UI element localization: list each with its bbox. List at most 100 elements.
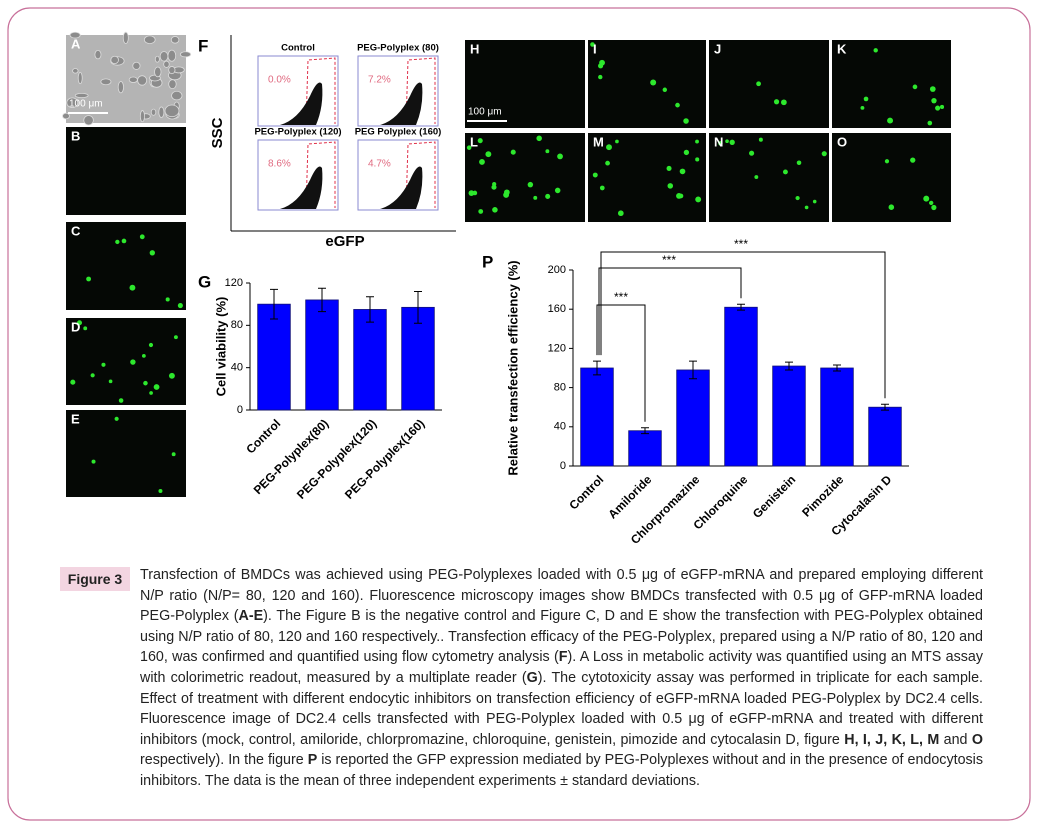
- caption-bold: A-E: [238, 608, 264, 625]
- gate: [305, 141, 336, 209]
- fluorescent-cell: [466, 145, 472, 150]
- cell: [170, 36, 180, 44]
- fluorescent-cell: [121, 238, 127, 244]
- caption-bold: O: [971, 731, 983, 748]
- fluorescent-cell: [90, 373, 95, 378]
- gate-percent: 7.2%: [368, 75, 391, 86]
- significance-bracket: [598, 267, 742, 356]
- bar: [868, 406, 902, 467]
- caption: Transfection of BMDCs was achieved using…: [140, 565, 983, 792]
- cell: [77, 72, 83, 85]
- bar: [628, 430, 662, 467]
- fluorescent-cell: [678, 193, 684, 199]
- panel-label: P: [482, 252, 493, 271]
- fluorescent-cell: [545, 193, 551, 199]
- panel-label: B: [71, 128, 80, 143]
- frame: [7, 7, 1031, 821]
- caption-text: ). The Figure B is the negative control …: [140, 608, 983, 666]
- fluorescent-cell: [590, 42, 595, 47]
- panel-label: F: [198, 36, 208, 55]
- panel-label: O: [837, 134, 847, 149]
- fluorescent-cell: [923, 195, 930, 202]
- fluorescent-cell: [468, 190, 475, 196]
- y-tick-label: 40: [231, 362, 243, 374]
- y-tick-label: 160: [548, 303, 566, 315]
- micrograph: [588, 40, 706, 128]
- micrograph: [66, 222, 186, 310]
- fluorescent-cell: [158, 488, 163, 493]
- y-tick-label: 0: [560, 460, 566, 472]
- fluorescent-cell: [545, 149, 550, 154]
- fluorescent-cell: [503, 191, 510, 198]
- error-bar: [270, 288, 278, 320]
- fluorescent-cell: [863, 96, 869, 102]
- fluorescent-cell: [83, 326, 88, 331]
- cell: [164, 104, 180, 118]
- fluorescent-cell: [615, 139, 619, 144]
- caption-text: Transfection of BMDCs was achieved using…: [140, 567, 983, 625]
- cell: [168, 79, 177, 90]
- fluorescent-cell: [108, 379, 113, 384]
- micrograph: [832, 40, 951, 128]
- fluorescent-cell: [129, 284, 136, 291]
- bar: [257, 303, 291, 411]
- error-bar: [833, 364, 841, 372]
- x-tick-label: Genistein: [750, 472, 799, 521]
- bar: [820, 367, 854, 467]
- caption-text: is reported the GFP expression mediated …: [140, 752, 983, 789]
- fluorescent-cell: [662, 87, 668, 92]
- fluorescent-cell: [884, 159, 890, 164]
- fluorescent-cell: [683, 118, 689, 124]
- fluorescent-cell: [931, 204, 937, 211]
- fluorescent-cell: [592, 172, 598, 178]
- cell: [168, 66, 176, 75]
- cell: [110, 55, 119, 65]
- error-bar: [641, 427, 649, 435]
- panel-label: C: [71, 223, 81, 238]
- fluorescent-cell: [606, 144, 612, 151]
- significance-label: ***: [662, 253, 676, 267]
- cell: [66, 97, 79, 108]
- cell: [150, 108, 157, 116]
- gate-percent: 8.6%: [268, 159, 291, 170]
- fluorescent-cell: [675, 102, 680, 108]
- cell: [179, 51, 192, 58]
- fluorescent-cell: [873, 48, 878, 53]
- significance-label: ***: [614, 290, 628, 304]
- bar: [772, 365, 806, 467]
- scale-bar-label: 100 μm: [468, 107, 502, 118]
- error-bar: [689, 360, 697, 380]
- event-cloud: [280, 166, 323, 209]
- fluorescent-cell: [527, 181, 534, 188]
- error-bar: [881, 403, 889, 411]
- x-tick-label: PEG-Polyplex(160): [342, 416, 427, 501]
- bar: [580, 367, 614, 467]
- cell: [128, 76, 138, 83]
- fluorescent-cell: [804, 205, 809, 210]
- fluorescent-cell: [478, 209, 484, 214]
- panel-label: G: [198, 272, 211, 291]
- panel-label: M: [593, 134, 604, 149]
- bar: [305, 299, 339, 411]
- fluorescent-cell: [910, 157, 916, 163]
- cell: [132, 61, 141, 70]
- fluorescent-cell: [695, 157, 700, 162]
- error-bar: [593, 360, 601, 376]
- error-bar: [785, 361, 793, 371]
- micrograph: [709, 40, 829, 128]
- fluorescent-cell: [115, 239, 120, 245]
- plot-title: Control: [281, 43, 315, 54]
- fluorescent-cell: [143, 380, 148, 386]
- panel-label: A: [71, 36, 81, 51]
- fluorescent-cell: [153, 384, 160, 390]
- fluorescent-cell: [695, 196, 702, 203]
- fluorescent-cell: [91, 459, 96, 464]
- gate-percent: 4.7%: [368, 159, 391, 170]
- error-bar: [318, 287, 326, 313]
- x-tick-label: Amiloride: [605, 472, 654, 521]
- fluorescent-cell: [927, 120, 933, 126]
- fluorescent-cell: [114, 416, 119, 421]
- fluorescent-cell: [485, 151, 492, 158]
- fluorescent-cell: [492, 207, 498, 213]
- caption-text: ). The cytotoxicity assay was performed …: [140, 669, 983, 748]
